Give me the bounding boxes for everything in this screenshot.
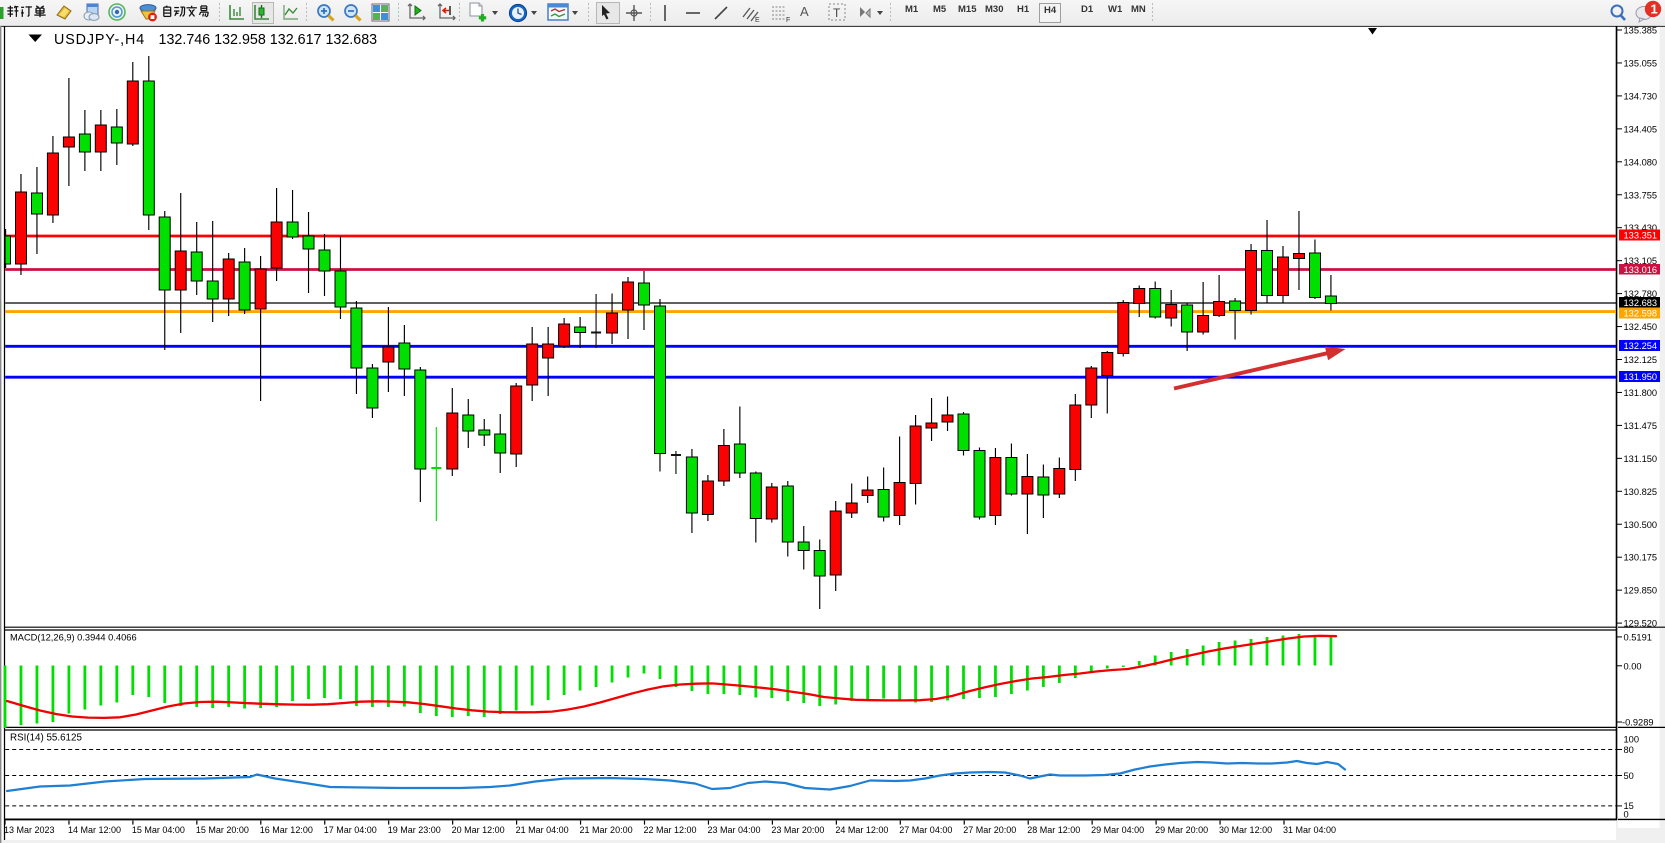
svg-text:31 Mar 04:00: 31 Mar 04:00 [1283,825,1336,835]
svg-text:27 Mar 04:00: 27 Mar 04:00 [899,825,952,835]
svg-text:27 Mar 20:00: 27 Mar 20:00 [963,825,1016,835]
svg-text:22 Mar 12:00: 22 Mar 12:00 [644,825,697,835]
svg-text:130.500: 130.500 [1624,520,1658,530]
svg-text:134.730: 134.730 [1624,91,1658,101]
svg-text:131.950: 131.950 [1624,372,1658,382]
svg-text:100: 100 [1624,735,1640,745]
svg-text:23 Mar 04:00: 23 Mar 04:00 [707,825,760,835]
svg-text:17 Mar 04:00: 17 Mar 04:00 [324,825,377,835]
svg-text:19 Mar 23:00: 19 Mar 23:00 [388,825,441,835]
svg-text:132.450: 132.450 [1624,322,1658,332]
svg-text:129.520: 129.520 [1624,619,1658,629]
svg-text:131.150: 131.150 [1624,454,1658,464]
svg-text:RSI(14) 55.6125: RSI(14) 55.6125 [10,733,82,744]
svg-text:16 Mar 12:00: 16 Mar 12:00 [260,825,313,835]
svg-text:0.5191: 0.5191 [1624,632,1652,642]
svg-text:23 Mar 20:00: 23 Mar 20:00 [771,825,824,835]
svg-text:24 Mar 12:00: 24 Mar 12:00 [835,825,888,835]
svg-text:132.125: 132.125 [1624,355,1658,365]
svg-text:132.746 132.958 132.617 132.68: 132.746 132.958 132.617 132.683 [159,32,378,48]
svg-text:15 Mar 20:00: 15 Mar 20:00 [196,825,249,835]
svg-text:15: 15 [1624,801,1634,811]
svg-text:130.175: 130.175 [1624,553,1658,563]
svg-text:T: T [833,6,841,20]
svg-text:134.080: 134.080 [1624,157,1658,167]
svg-text:135.385: 135.385 [1624,26,1658,36]
svg-text:50: 50 [1624,771,1634,781]
svg-text:USDJPY-,H4: USDJPY-,H4 [54,32,145,48]
svg-text:133.016: 133.016 [1624,265,1658,275]
svg-text:134.405: 134.405 [1624,124,1658,134]
svg-text:28 Mar 12:00: 28 Mar 12:00 [1027,825,1080,835]
svg-text:132.780: 132.780 [1624,289,1658,299]
svg-text:133.755: 133.755 [1624,190,1658,200]
svg-text:129.850: 129.850 [1624,586,1658,596]
svg-text:132.683: 132.683 [1624,298,1658,308]
svg-text:132.598: 132.598 [1624,309,1658,319]
svg-text:30 Mar 12:00: 30 Mar 12:00 [1219,825,1272,835]
svg-text:135.055: 135.055 [1624,58,1658,68]
svg-text:21 Mar 20:00: 21 Mar 20:00 [580,825,633,835]
svg-text:0: 0 [1624,810,1629,820]
svg-text:132.254: 132.254 [1624,341,1658,351]
svg-text:20 Mar 12:00: 20 Mar 12:00 [452,825,505,835]
svg-text:0.00: 0.00 [1624,661,1642,671]
svg-text:29 Mar 04:00: 29 Mar 04:00 [1091,825,1144,835]
svg-text:133.105: 133.105 [1624,256,1658,266]
svg-text:29 Mar 20:00: 29 Mar 20:00 [1155,825,1208,835]
svg-text:130.825: 130.825 [1624,487,1658,497]
svg-text:-0.9289: -0.9289 [1622,718,1654,728]
svg-text:13 Mar 2023: 13 Mar 2023 [4,825,55,835]
svg-text:14 Mar 12:00: 14 Mar 12:00 [68,825,121,835]
svg-text:131.800: 131.800 [1624,388,1658,398]
svg-text:131.475: 131.475 [1624,421,1658,431]
svg-text:1: 1 [1651,2,1658,17]
svg-text:E: E [755,17,760,23]
svg-text:F: F [786,17,790,23]
svg-text:21 Mar 04:00: 21 Mar 04:00 [516,825,569,835]
svg-text:80: 80 [1624,745,1634,755]
svg-text:MACD(12,26,9) 0.3944 0.4066: MACD(12,26,9) 0.3944 0.4066 [10,633,137,643]
svg-text:133.430: 133.430 [1624,223,1658,233]
svg-text:133.351: 133.351 [1624,231,1658,241]
svg-text:15 Mar 04:00: 15 Mar 04:00 [132,825,185,835]
